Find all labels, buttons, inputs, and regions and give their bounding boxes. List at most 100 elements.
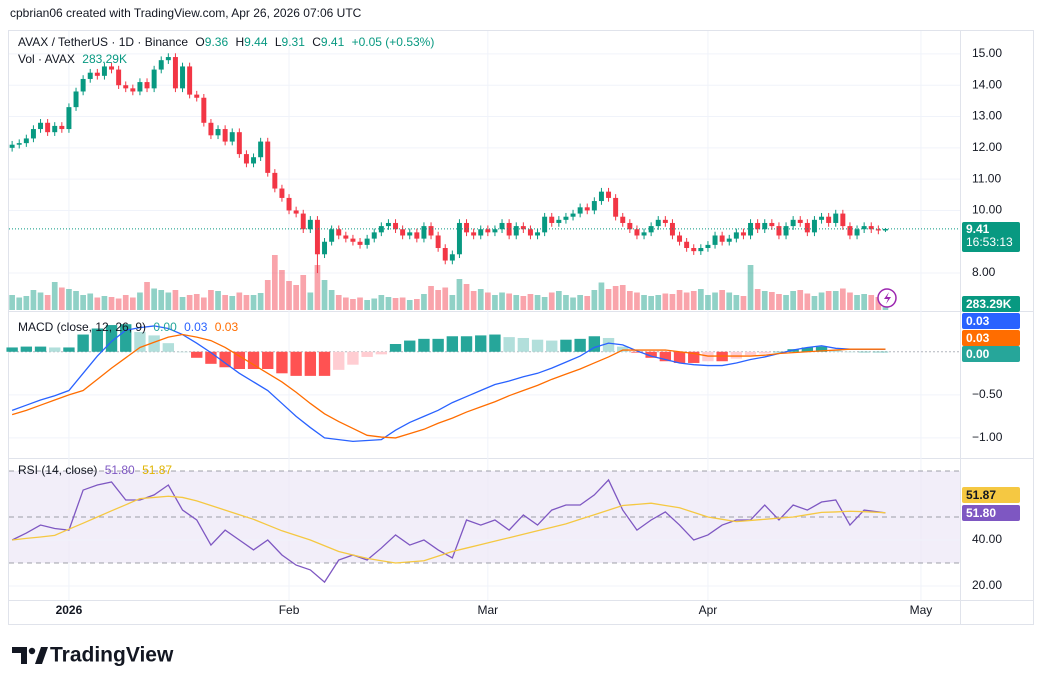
- candle-body: [499, 222, 505, 230]
- logo-icon: [12, 647, 27, 664]
- histogram-bar: [830, 350, 842, 352]
- volume-bar: [229, 296, 236, 310]
- y-tick-label: 20.00: [972, 578, 1002, 592]
- legend-value: 51.80: [104, 463, 135, 477]
- histogram-bar: [290, 351, 302, 376]
- candle-body: [393, 222, 399, 230]
- volume-bar: [222, 295, 228, 310]
- candle-body: [868, 226, 874, 230]
- candle-body: [485, 229, 491, 233]
- volume-legend: Vol · AVAX 283.29K: [18, 52, 131, 66]
- volume-bar: [144, 282, 150, 310]
- candle-body: [52, 125, 58, 133]
- candle-body: [73, 91, 79, 108]
- histogram-bar: [744, 351, 757, 356]
- histogram-bar: [688, 351, 700, 363]
- volume-bar: [371, 298, 378, 310]
- candle-body: [286, 197, 292, 211]
- volume-bar: [683, 292, 690, 310]
- candle-body: [45, 122, 51, 133]
- volume-bar: [243, 295, 250, 310]
- volume-bar: [37, 292, 44, 310]
- candle-body: [527, 229, 533, 236]
- candle-body: [251, 157, 257, 164]
- histogram-bar: [375, 351, 388, 355]
- volume-bar: [44, 295, 51, 310]
- candle-body: [172, 57, 178, 89]
- x-tick-label: Apr: [699, 603, 718, 617]
- volume-bar: [690, 291, 697, 310]
- legend-value: 0.00: [153, 320, 177, 334]
- volume-bar: [598, 282, 605, 310]
- histogram-bar: [815, 346, 828, 352]
- candle-body: [627, 222, 633, 230]
- candle-body: [343, 235, 349, 239]
- candle-body: [293, 210, 299, 214]
- histogram-bar: [631, 351, 643, 353]
- candle-body: [371, 232, 377, 239]
- macd-badge: 0.03: [962, 313, 1020, 329]
- volume-bar: [364, 300, 370, 310]
- volume-bar: [563, 295, 569, 310]
- histogram-bar: [489, 334, 501, 352]
- x-tick-label: Feb: [279, 603, 300, 617]
- candle-body: [641, 232, 647, 236]
- y-tick-label: 15.00: [972, 46, 1002, 60]
- indicator-line: [11, 325, 886, 443]
- volume-bar: [655, 295, 662, 310]
- volume-bar: [236, 292, 243, 310]
- volume-bar: [321, 280, 328, 310]
- volume-bar: [463, 284, 470, 310]
- candle-body: [229, 132, 235, 142]
- candle-body: [158, 60, 164, 70]
- histogram-bar: [418, 338, 430, 352]
- candle-body: [719, 235, 725, 242]
- volume-bar: [875, 297, 882, 310]
- volume-bar: [442, 287, 449, 310]
- histogram-badge: 0.00: [962, 346, 1020, 362]
- frame: [8, 30, 1034, 625]
- ohlc-value: 9.41: [320, 35, 345, 49]
- candle-body: [23, 138, 29, 144]
- histogram-bar: [91, 328, 104, 352]
- volume-bar: [747, 265, 754, 310]
- volume-bar: [271, 255, 278, 310]
- candle-body: [322, 241, 328, 255]
- last-price: 9.41: [966, 222, 990, 236]
- signal-badge: 0.03: [962, 330, 1020, 346]
- volume-bar: [669, 294, 676, 310]
- histogram-bar: [773, 351, 785, 353]
- candle-body: [151, 69, 157, 89]
- volume-bar: [179, 297, 186, 310]
- candle-body: [684, 241, 690, 249]
- volume-bar: [300, 275, 307, 310]
- candle-body: [847, 226, 853, 236]
- volume-bar: [122, 295, 129, 310]
- volume-bar: [51, 282, 58, 310]
- volume-bar: [208, 290, 214, 310]
- histogram-bar: [517, 337, 530, 352]
- histogram-bar: [233, 351, 246, 369]
- ohlc-value: 9.44: [244, 35, 268, 49]
- volume-bar: [406, 300, 413, 310]
- volume-bar: [541, 297, 548, 310]
- candle-body: [577, 207, 583, 214]
- volume-bar: [392, 298, 399, 310]
- candle-body: [187, 66, 193, 95]
- volume-bar: [165, 292, 172, 310]
- volume-bar: [335, 295, 342, 310]
- candle-body: [691, 248, 697, 252]
- candle-body: [556, 219, 562, 223]
- candle-body: [613, 197, 619, 217]
- volume-badge: 283.29K: [962, 296, 1020, 312]
- candle-body: [733, 232, 739, 239]
- volume-bar: [804, 293, 811, 310]
- histogram-bar: [134, 331, 146, 352]
- candle-body: [875, 229, 881, 231]
- candle-body: [712, 235, 718, 245]
- histogram-bar: [858, 351, 870, 353]
- volume-bar: [698, 289, 704, 310]
- candle-body: [101, 66, 107, 76]
- candle-body: [222, 129, 228, 142]
- candle-body: [797, 219, 803, 223]
